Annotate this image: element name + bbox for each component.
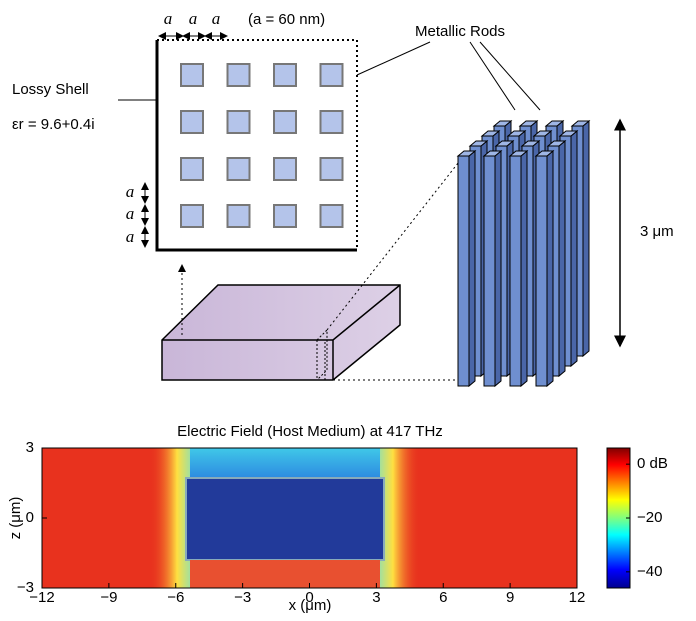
rod [495,151,501,386]
x-tick-label: 3 [372,589,380,606]
rod-section [228,205,250,227]
y-tick-label: 0 [26,509,34,526]
rod [484,156,495,386]
spacing-label: a [189,9,198,28]
y-tick-label: −3 [17,579,34,596]
rod-section [228,158,250,180]
rod [547,151,553,386]
rod [536,156,547,386]
rods-label: Metallic Rods [415,23,505,40]
spacing-label: a [164,9,173,28]
shell-label: Lossy Shell [12,81,89,98]
rod-section [321,64,343,86]
figure: a a a (a = 60 nm) Lossy Shell εr = 9.6+0… [0,0,696,616]
rod [469,151,475,386]
colorbar-tick-label: −20 [637,509,662,526]
rod-section [274,158,296,180]
chart-title: Electric Field (Host Medium) at 417 THz [177,423,443,440]
rod-section [181,205,203,227]
rod-section [274,205,296,227]
x-tick-label: 0 [305,589,313,606]
rod [521,151,527,386]
x-tick-label: 6 [439,589,447,606]
side-label: a [126,204,135,223]
colorbar-tick-label: 0 dB [637,455,668,472]
y-axis-label: z (μm) [7,497,24,540]
permittivity: εr = 9.6+0.4i [12,116,95,133]
rod-section [274,111,296,133]
rod-section [321,158,343,180]
side-label: a [126,182,135,201]
x-tick-label: 12 [569,589,586,606]
rod [458,156,469,386]
y-tick-label: 3 [26,439,34,456]
height-label: 3 μm [640,223,674,240]
x-tick-label: −3 [234,589,251,606]
rod-section [181,158,203,180]
side-label: a [126,227,135,246]
rod-sections [181,64,343,227]
rod-section [228,64,250,86]
metallic-rods [458,121,589,386]
rod-section [181,111,203,133]
rod [510,156,521,386]
rod-section [181,64,203,86]
x-tick-label: 9 [506,589,514,606]
field-map [42,448,577,588]
rod [583,121,589,356]
rod [571,131,577,366]
rod-section [321,111,343,133]
rod-section [274,64,296,86]
spacing-label: a [212,9,221,28]
slab [162,158,462,380]
rod-section [321,205,343,227]
rod-section [228,111,250,133]
x-tick-label: −6 [167,589,184,606]
colorbar-tick-label: −40 [637,563,662,580]
lattice-note: (a = 60 nm) [248,11,325,28]
rod [559,141,565,376]
x-tick-label: −9 [100,589,117,606]
